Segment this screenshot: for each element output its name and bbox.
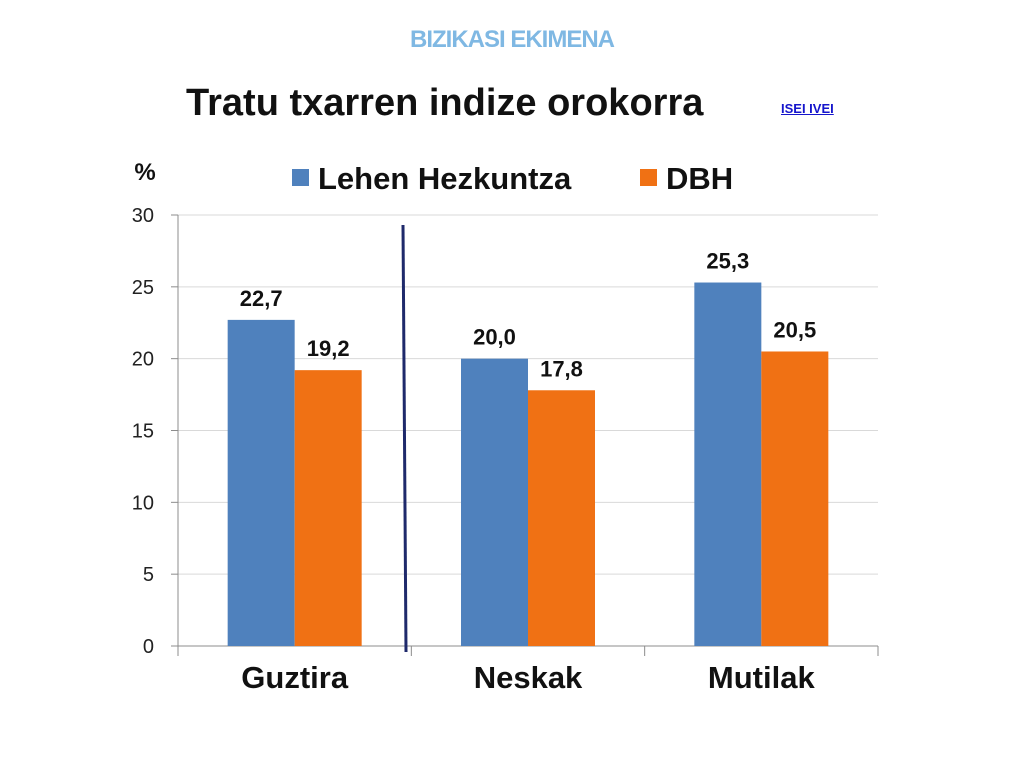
isei-ivei-link[interactable]: ISEI IVEI [781, 101, 834, 116]
y-tick-label: 15 [132, 421, 154, 443]
y-tick-label: 25 [132, 277, 154, 299]
page-title: Tratu txarren indize orokorra [186, 82, 704, 124]
bar [694, 282, 762, 646]
data-label: 19,2 [307, 336, 350, 361]
y-axis-unit-label: % [134, 159, 155, 186]
x-category-label: Neskak [474, 660, 583, 695]
legend-swatch [292, 169, 309, 186]
y-tick-label: 30 [132, 205, 154, 227]
bar [461, 358, 528, 646]
y-tick-label: 0 [143, 636, 154, 658]
data-label: 20,5 [773, 317, 816, 342]
legend-swatch [640, 169, 657, 186]
legend-label: Lehen Hezkuntza [318, 161, 572, 196]
x-category-label: Mutilak [708, 660, 816, 695]
y-tick-label: 10 [132, 492, 154, 514]
x-category-label: Guztira [241, 660, 349, 695]
bar [227, 319, 295, 646]
y-tick-label: 5 [143, 564, 154, 586]
data-label: 20,0 [473, 325, 516, 350]
header-banner: BIZIKASI EKIMENA [409, 26, 615, 53]
legend-label: DBH [666, 161, 733, 196]
bar [294, 370, 362, 646]
group-divider-line [401, 224, 408, 653]
data-label: 22,7 [240, 286, 283, 311]
data-label: 25,3 [706, 249, 749, 274]
bar [528, 390, 595, 646]
data-label: 17,8 [540, 356, 583, 381]
bar [761, 351, 829, 646]
y-tick-label: 20 [132, 349, 154, 371]
